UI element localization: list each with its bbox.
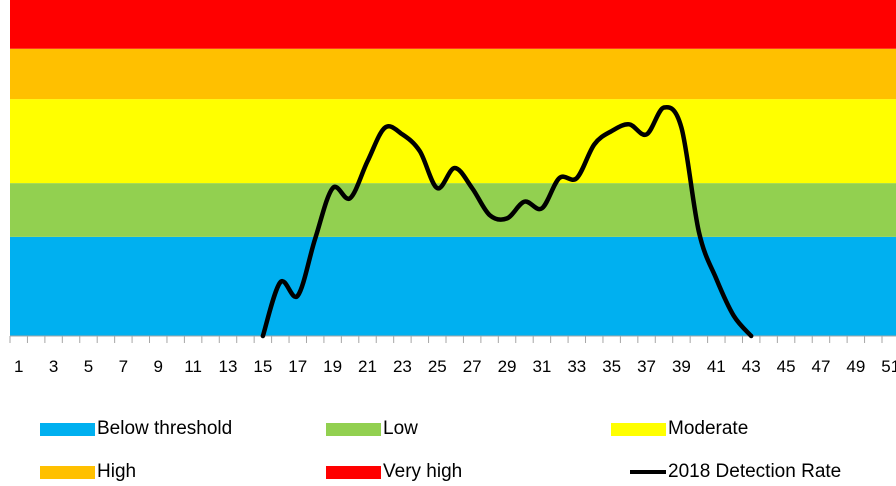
- x-tick-label: 31: [532, 357, 551, 376]
- legend-swatch-high: [40, 465, 95, 479]
- x-tick-label: 51: [881, 357, 896, 376]
- legend-label: Very high: [383, 461, 463, 482]
- legend-label: 2018 Detection Rate: [668, 461, 842, 482]
- x-tick-label: 35: [602, 357, 621, 376]
- x-tick-label: 19: [323, 357, 342, 376]
- x-tick-label: 15: [253, 357, 272, 376]
- legend-item-very-high: Very high: [326, 460, 462, 484]
- x-tick-label: 23: [393, 357, 412, 376]
- legend-swatch-low: [326, 422, 381, 436]
- legend-label: Moderate: [668, 418, 749, 439]
- bands-group: [10, 0, 896, 336]
- x-tick-label: 17: [288, 357, 307, 376]
- legend-swatch-moderate: [611, 422, 666, 436]
- x-tick-label: 11: [184, 357, 202, 376]
- x-tick-label: 5: [84, 357, 93, 376]
- legend-label: Below threshold: [97, 418, 233, 439]
- series-line-2018-detection-rate: [260, 104, 754, 339]
- x-tick-label: 9: [154, 357, 163, 376]
- band-low: [10, 183, 896, 237]
- x-tick-label: 7: [119, 357, 128, 376]
- legend-swatch-very-high: [326, 465, 381, 479]
- x-tick-label: 33: [567, 357, 586, 376]
- band-below-threshold: [10, 236, 896, 336]
- legend-label: Low: [383, 418, 418, 439]
- legend-swatch-below-threshold: [40, 422, 95, 436]
- x-tick-label: 43: [742, 357, 761, 376]
- x-tick-label: 13: [219, 357, 238, 376]
- x-tick-labels-group: 1 3 5 7 9 11 13 15 17 19 21 23 25 27 29 31 33 35 37 39 41 43 4…: [14, 357, 896, 376]
- x-tick-label: 3: [49, 357, 58, 376]
- x-tick-label: 1: [14, 357, 23, 376]
- x-tick-label: 39: [672, 357, 691, 376]
- band-high: [10, 48, 896, 100]
- x-tick-label: 29: [498, 357, 517, 376]
- legend-swatch-detection-rate: [630, 470, 666, 474]
- x-tick-label: 41: [707, 357, 726, 376]
- x-ticks-group: [9, 336, 883, 343]
- band-very-high: [10, 0, 896, 49]
- x-tick-label: 25: [428, 357, 447, 376]
- chart: 1 3 5 7 9 11 13 15 17 19 21 23 25 27 29 31 33 35 37 39 41 43 4…: [9, 0, 896, 376]
- legend-item-high: High: [40, 460, 136, 484]
- x-tick-label: 27: [463, 357, 482, 376]
- legend-item-moderate: Moderate: [611, 417, 748, 441]
- x-tick-label: 21: [358, 357, 377, 376]
- legend: Below threshold Low Moderate High Very h…: [0, 408, 896, 486]
- x-tick-label: 37: [637, 357, 656, 376]
- legend-item-below-threshold: Below threshold: [40, 417, 232, 441]
- legend-item-detection-rate: 2018 Detection Rate: [630, 460, 841, 484]
- x-tick-label: 47: [811, 357, 830, 376]
- x-tick-label: 49: [846, 357, 865, 376]
- legend-label: High: [97, 461, 137, 482]
- x-tick-label: 45: [777, 357, 796, 376]
- legend-item-low: Low: [326, 417, 418, 441]
